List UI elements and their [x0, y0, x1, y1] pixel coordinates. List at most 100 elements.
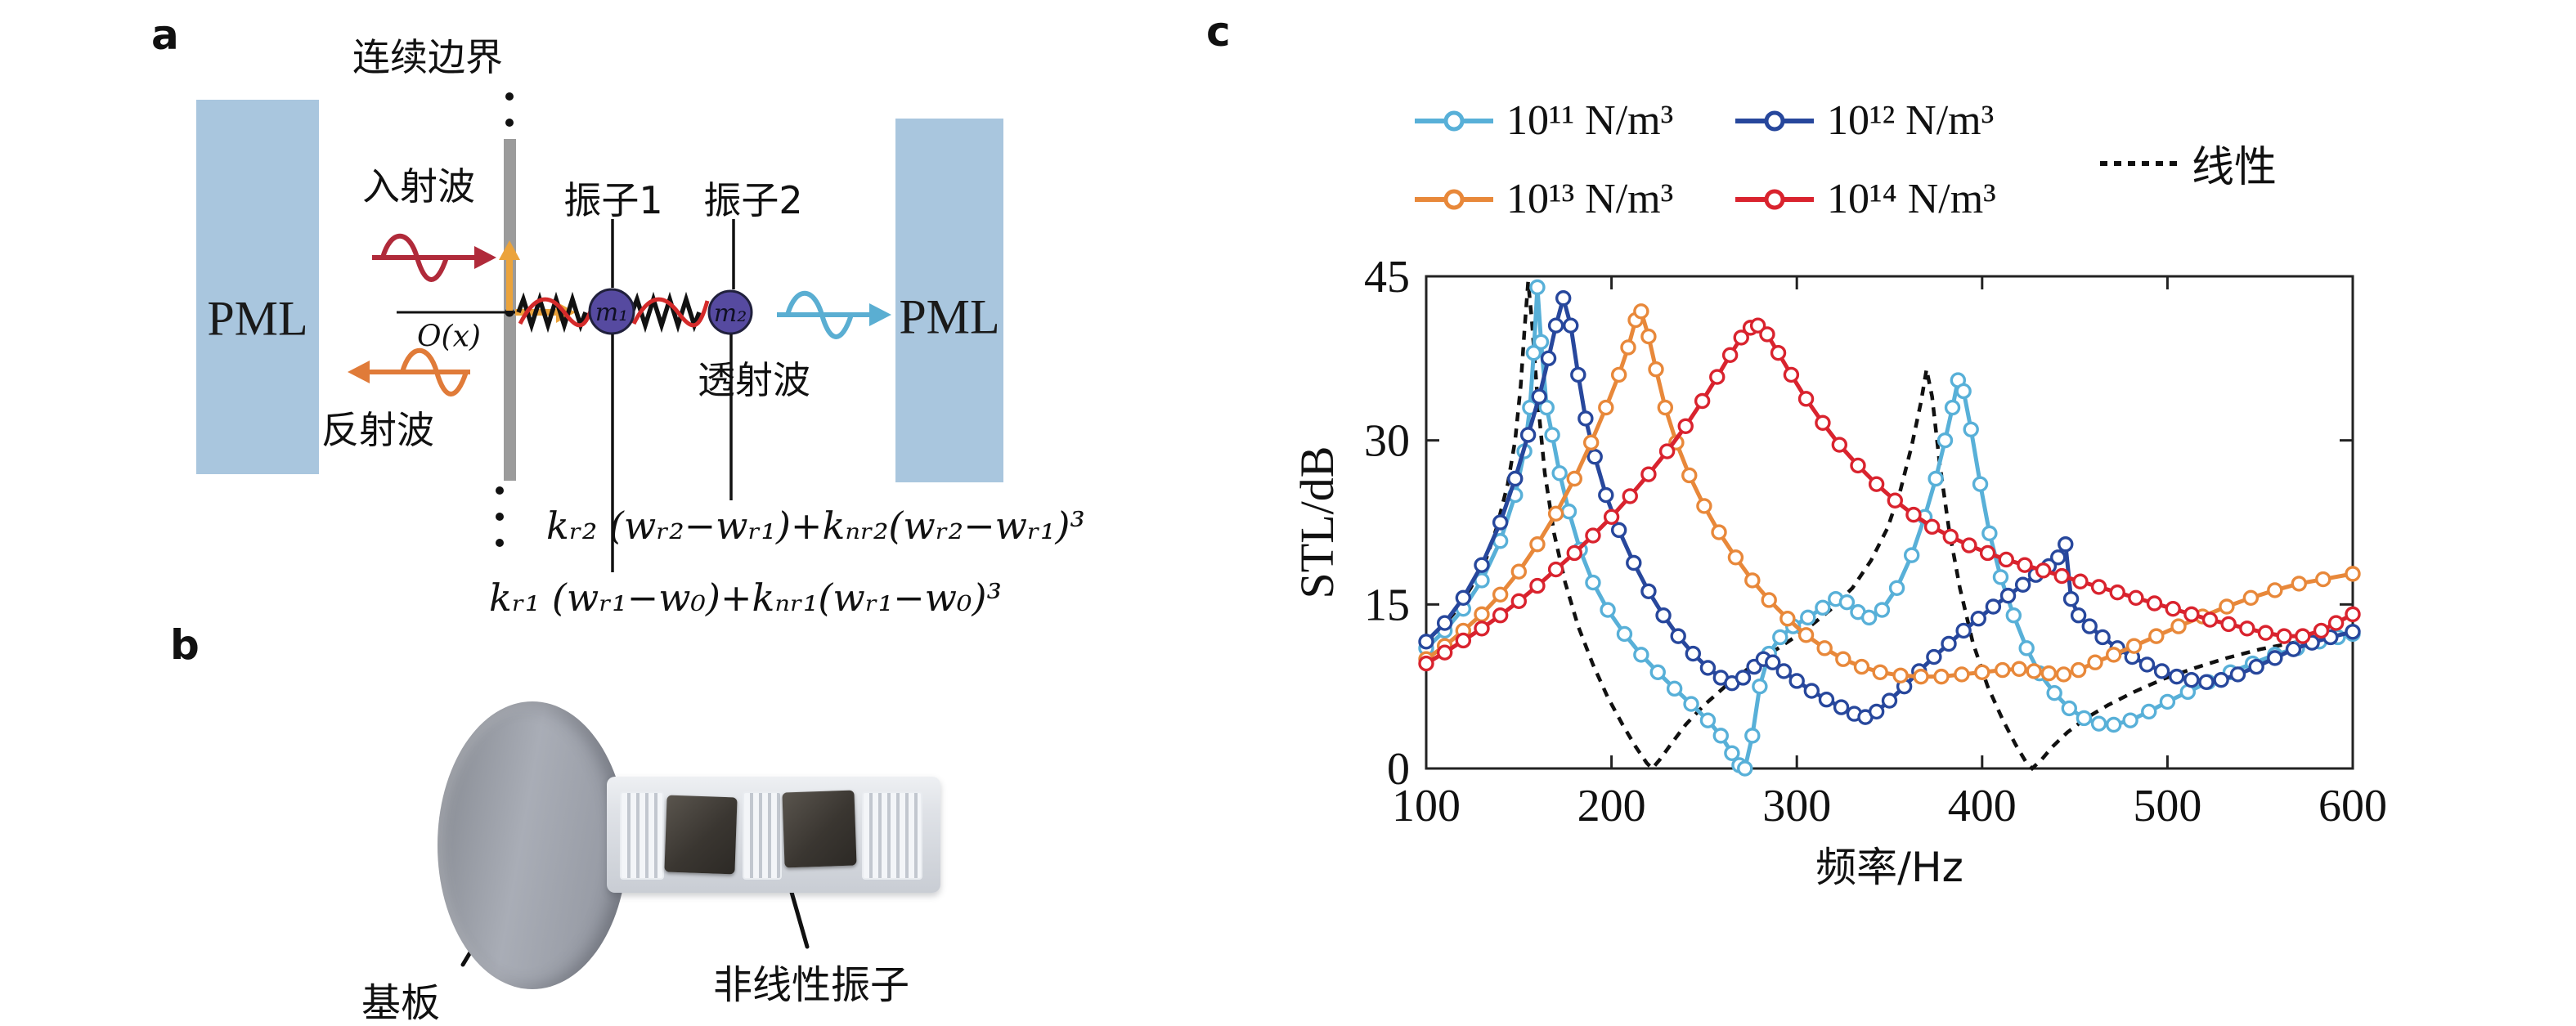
marker-10¹¹ N/m³ — [1616, 625, 1633, 643]
marker-10¹² N/m³ — [1999, 587, 2017, 604]
marker-10¹³ N/m³ — [1648, 361, 1664, 378]
marker-10¹¹ N/m³ — [1683, 696, 1699, 712]
y-tick-label: 30 — [1364, 416, 1410, 467]
oscillator-chip-1 — [664, 795, 738, 875]
marker-10¹² N/m³ — [1833, 699, 1850, 715]
series-线性 — [1425, 281, 2354, 772]
marker-10¹¹ N/m³ — [1724, 745, 1740, 761]
spring1-nonlinear-overlay — [518, 297, 596, 328]
marker-10¹³ N/m³ — [1547, 505, 1564, 522]
marker-10¹² N/m³ — [1955, 622, 1972, 639]
marker-10¹³ N/m³ — [2170, 618, 2187, 634]
marker-10¹¹ N/m³ — [2090, 715, 2107, 732]
pml-left-box — [196, 100, 319, 474]
legend-item-4: 10¹⁴ N/m³ — [1734, 175, 1996, 223]
legend-label: 10¹² N/m³ — [1827, 97, 1995, 144]
marker-10¹⁴ N/m³ — [1529, 577, 1546, 594]
marker-10¹¹ N/m³ — [1633, 647, 1649, 663]
marker-10¹³ N/m³ — [1510, 563, 1528, 580]
marker-10¹⁴ N/m³ — [1979, 544, 1996, 562]
marker-10¹³ N/m³ — [1610, 366, 1627, 383]
origin-label: O(x) — [417, 320, 481, 354]
marker-10¹¹ N/m³ — [1874, 602, 1891, 618]
marker-10¹¹ N/m³ — [2159, 693, 2176, 710]
marker-10¹⁴ N/m³ — [2295, 628, 2311, 644]
marker-10¹² N/m³ — [2070, 607, 2087, 624]
marker-10¹⁴ N/m³ — [1585, 527, 1601, 544]
marker-10¹² N/m³ — [2094, 629, 2111, 646]
x-tick-label: 300 — [1762, 781, 1831, 831]
marker-10¹³ N/m³ — [1633, 303, 1649, 320]
excitation-up-arrowhead — [499, 240, 520, 260]
marker-10¹¹ N/m³ — [1533, 334, 1550, 350]
mass2-label: m₂ — [714, 299, 747, 328]
marker-10¹³ N/m³ — [1620, 339, 1636, 356]
marker-10¹⁴ N/m³ — [2345, 606, 2361, 623]
marker-10¹³ N/m³ — [2040, 665, 2058, 682]
legend-dashed-line-icon — [2100, 160, 2179, 166]
marker-10¹² N/m³ — [1926, 648, 1942, 665]
transmitted-wave-label: 透射波 — [698, 358, 810, 402]
etched-spring-pattern-right — [862, 791, 922, 880]
marker-10¹¹ N/m³ — [1744, 728, 1761, 744]
legend-label: 10¹⁴ N/m³ — [1827, 176, 1996, 222]
marker-10¹⁴ N/m³ — [1749, 317, 1766, 334]
marker-10¹⁴ N/m³ — [1815, 414, 1831, 431]
marker-10¹⁴ N/m³ — [1998, 551, 2014, 568]
marker-10¹³ N/m³ — [1954, 666, 1970, 683]
legend-item-5: 线性 — [2098, 132, 2277, 194]
marker-10¹² N/m³ — [1540, 350, 1557, 367]
marker-10¹³ N/m³ — [1974, 664, 1990, 680]
substrate-label: 基板 — [361, 980, 441, 1026]
marker-10¹³ N/m³ — [1711, 524, 1727, 540]
marker-10¹⁴ N/m³ — [1770, 344, 1787, 361]
marker-10¹⁴ N/m³ — [1733, 329, 1749, 346]
marker-10¹² N/m³ — [1818, 692, 1835, 708]
marker-10¹⁴ N/m³ — [1640, 466, 1657, 482]
diagram-canvas: m₁ m₂ — [348, 92, 891, 967]
marker-10¹¹ N/m³ — [1525, 344, 1542, 361]
marker-10¹³ N/m³ — [2315, 571, 2331, 588]
panel-b-label: b — [170, 621, 200, 669]
pml-right-label: PML — [899, 289, 1000, 344]
marker-10¹¹ N/m³ — [1860, 609, 1878, 626]
marker-10¹² N/m³ — [2153, 663, 2170, 679]
marker-10¹⁴ N/m³ — [1455, 632, 1472, 649]
y-tick-label: 15 — [1364, 580, 1410, 630]
marker-10¹² N/m³ — [1492, 514, 1509, 531]
marker-10¹³ N/m³ — [1744, 572, 1761, 589]
marker-10¹⁴ N/m³ — [1923, 518, 1941, 535]
marker-10¹² N/m³ — [1455, 589, 1472, 607]
marker-10¹⁴ N/m³ — [2090, 579, 2107, 595]
marker-10¹² N/m³ — [2062, 590, 2080, 607]
marker-10¹² N/m³ — [2213, 671, 2229, 688]
marker-10¹² N/m³ — [1418, 634, 1434, 650]
marker-10¹⁴ N/m³ — [1547, 561, 1564, 578]
marker-10¹⁴ N/m³ — [1850, 457, 1866, 474]
marker-10¹⁴ N/m³ — [2072, 573, 2089, 589]
marker-10¹¹ N/m³ — [1737, 760, 1753, 777]
marker-10¹³ N/m³ — [1779, 611, 1796, 627]
marker-10¹³ N/m³ — [2105, 647, 2122, 663]
marker-10¹⁴ N/m³ — [1887, 492, 1903, 509]
y-axis-title: STL/dB — [1290, 446, 1344, 599]
marker-10¹³ N/m³ — [1529, 536, 1546, 553]
marker-10¹⁴ N/m³ — [1905, 506, 1922, 523]
boundary-continuation-dots-bottom — [496, 486, 504, 547]
marker-10¹⁴ N/m³ — [2165, 600, 2181, 617]
marker-10¹⁴ N/m³ — [2053, 567, 2070, 585]
marker-10¹² N/m³ — [2138, 656, 2156, 673]
marker-10¹⁴ N/m³ — [2017, 557, 2033, 573]
marker-10¹³ N/m³ — [1582, 434, 1600, 451]
marker-10¹¹ N/m³ — [1888, 580, 1905, 596]
marker-10¹² N/m³ — [1531, 388, 1547, 405]
marker-10¹² N/m³ — [1985, 598, 2002, 615]
boundary-continuation-dots-top — [505, 92, 514, 127]
marker-10¹² N/m³ — [2285, 641, 2302, 657]
marker-10¹² N/m³ — [2050, 549, 2067, 566]
x-tick-label: 200 — [1577, 781, 1646, 831]
pml-right-box — [895, 119, 1003, 482]
marker-10¹³ N/m³ — [1797, 627, 1815, 643]
pml-left-label: PML — [207, 291, 308, 346]
marker-10¹³ N/m³ — [1853, 658, 1870, 675]
